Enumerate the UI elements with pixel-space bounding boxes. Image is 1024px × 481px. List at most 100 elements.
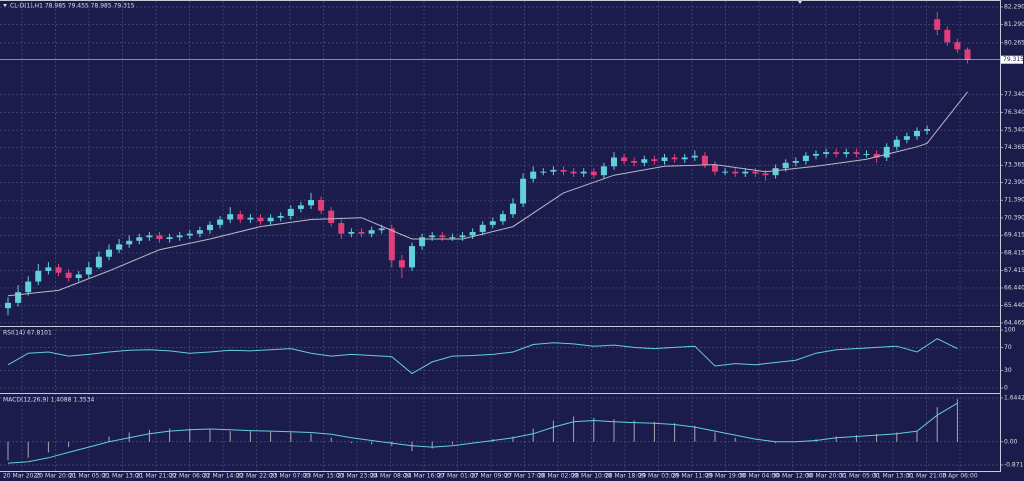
candle-body xyxy=(156,235,163,240)
candle-body xyxy=(600,166,607,176)
candle-body xyxy=(35,270,42,282)
candle-body xyxy=(489,221,496,225)
candle-body xyxy=(328,210,335,224)
candle-body xyxy=(853,152,860,154)
candle-body xyxy=(348,231,355,234)
y-tick-label: 73.365 xyxy=(1004,162,1024,169)
candle-body xyxy=(388,228,395,261)
y-tick-label: 80.265 xyxy=(1004,39,1024,46)
candle-body xyxy=(823,152,830,154)
candle-body xyxy=(469,231,476,236)
x-tick-label: 31 Mar 21:00 xyxy=(906,473,946,480)
candle-body xyxy=(297,205,304,209)
candle-body xyxy=(560,169,567,172)
y-tick-label: 69.415 xyxy=(1004,232,1024,239)
candle-body xyxy=(762,173,769,176)
y-tick-label: 66.440 xyxy=(1004,284,1024,291)
candle-body xyxy=(479,224,486,232)
candle-body xyxy=(550,169,557,172)
candle-body xyxy=(237,214,244,220)
x-tick-label: 20 Mar 20:00 xyxy=(35,473,75,480)
candle-body xyxy=(691,155,698,158)
candle-body xyxy=(267,217,274,222)
candle-body xyxy=(106,249,112,257)
candle-body xyxy=(964,49,971,60)
x-tick-label: 21 Mar 13:00 xyxy=(102,473,142,480)
last-price-box xyxy=(1001,55,1023,64)
candle-body xyxy=(903,136,910,140)
chart-title: CL-D(1),H1 78.985 79.455 78.985 79.315 xyxy=(10,3,135,10)
x-tick-label: 21 Mar 05:00 xyxy=(69,473,109,480)
candle-body xyxy=(196,230,203,234)
candle-body xyxy=(358,231,365,234)
candle-body xyxy=(217,219,224,225)
y-tick-label: 100 xyxy=(1004,327,1016,334)
x-tick-label: 27 Mar 01:00 xyxy=(437,473,477,480)
x-tick-label: 23 Mar 07:00 xyxy=(270,473,310,480)
x-tick-label: 27 Mar 09:00 xyxy=(471,473,511,480)
candle-body xyxy=(873,153,880,158)
candle-body xyxy=(308,200,314,206)
candle-body xyxy=(227,214,234,220)
candle-body xyxy=(45,267,52,271)
x-tick-label: 24 Mar 16:00 xyxy=(404,473,444,480)
candle-body xyxy=(338,223,345,234)
candle-body xyxy=(863,153,870,155)
y-tick-label: 0.00 xyxy=(1004,438,1018,445)
x-tick-label: 31 Mar 13:00 xyxy=(873,473,913,480)
x-tick-label: 3 Apr 06:00 xyxy=(942,473,977,480)
x-tick-label: 22 Mar 22:00 xyxy=(236,473,276,480)
candle-body xyxy=(701,155,708,165)
candle-body xyxy=(449,237,456,239)
y-tick-label: 82.290 xyxy=(1004,3,1024,10)
candle-body xyxy=(287,208,294,216)
x-tick-label: 28 Mar 10:00 xyxy=(571,473,611,480)
candle-body xyxy=(530,171,537,179)
candle-body xyxy=(621,157,628,162)
candle-body xyxy=(439,235,446,238)
candle-body xyxy=(75,274,82,279)
candle-body xyxy=(409,246,415,268)
candle-body xyxy=(126,240,133,245)
candle-body xyxy=(499,214,506,222)
candle-body xyxy=(25,281,32,293)
x-tick-label: 30 Mar 20:00 xyxy=(806,473,846,480)
y-tick-label: 67.415 xyxy=(1004,267,1024,274)
candle-body xyxy=(520,178,527,204)
candle-body xyxy=(207,224,213,231)
candle-body xyxy=(772,168,779,176)
candle-body xyxy=(85,267,92,275)
y-tick-label: 77.340 xyxy=(1004,91,1024,98)
candle-body xyxy=(570,171,577,174)
candle-body xyxy=(540,171,547,173)
candle-body xyxy=(843,152,850,154)
y-tick-label: 76.340 xyxy=(1004,109,1024,116)
x-tick-label: 28 Mar 02:00 xyxy=(538,473,578,480)
candle-body xyxy=(55,267,62,273)
candle-body xyxy=(792,161,799,163)
macd-signal xyxy=(7,402,958,464)
x-tick-label: 31 Mar 05:00 xyxy=(839,473,879,480)
y-tick-label: 70 xyxy=(1004,344,1012,351)
candle-body xyxy=(176,235,183,238)
x-tick-label: 29 Mar 19:00 xyxy=(705,473,745,480)
moving-average xyxy=(7,91,968,297)
rsi-title: RSI(14) 67.8101 xyxy=(3,330,52,337)
rsi-line xyxy=(7,338,958,375)
y-tick-label: 71.390 xyxy=(1004,197,1024,204)
x-tick-label: 22 Mar 14:00 xyxy=(203,473,243,480)
scroll-marker xyxy=(798,1,802,4)
x-tick-label: 29 Mar 11:00 xyxy=(672,473,712,480)
candle-body xyxy=(277,215,284,218)
y-tick-label: -0.871 xyxy=(1004,461,1024,468)
candle-body xyxy=(893,139,900,147)
x-tick-label: 23 Mar 23:00 xyxy=(337,473,377,480)
candle-body xyxy=(459,235,466,238)
candle-body xyxy=(954,42,961,50)
candle-body xyxy=(368,230,375,234)
candle-body xyxy=(166,237,173,240)
x-tick-label: 29 Mar 03:00 xyxy=(638,473,678,480)
y-tick-label: 30 xyxy=(1004,367,1012,374)
candle-body xyxy=(722,171,729,173)
candle-body xyxy=(934,19,941,30)
